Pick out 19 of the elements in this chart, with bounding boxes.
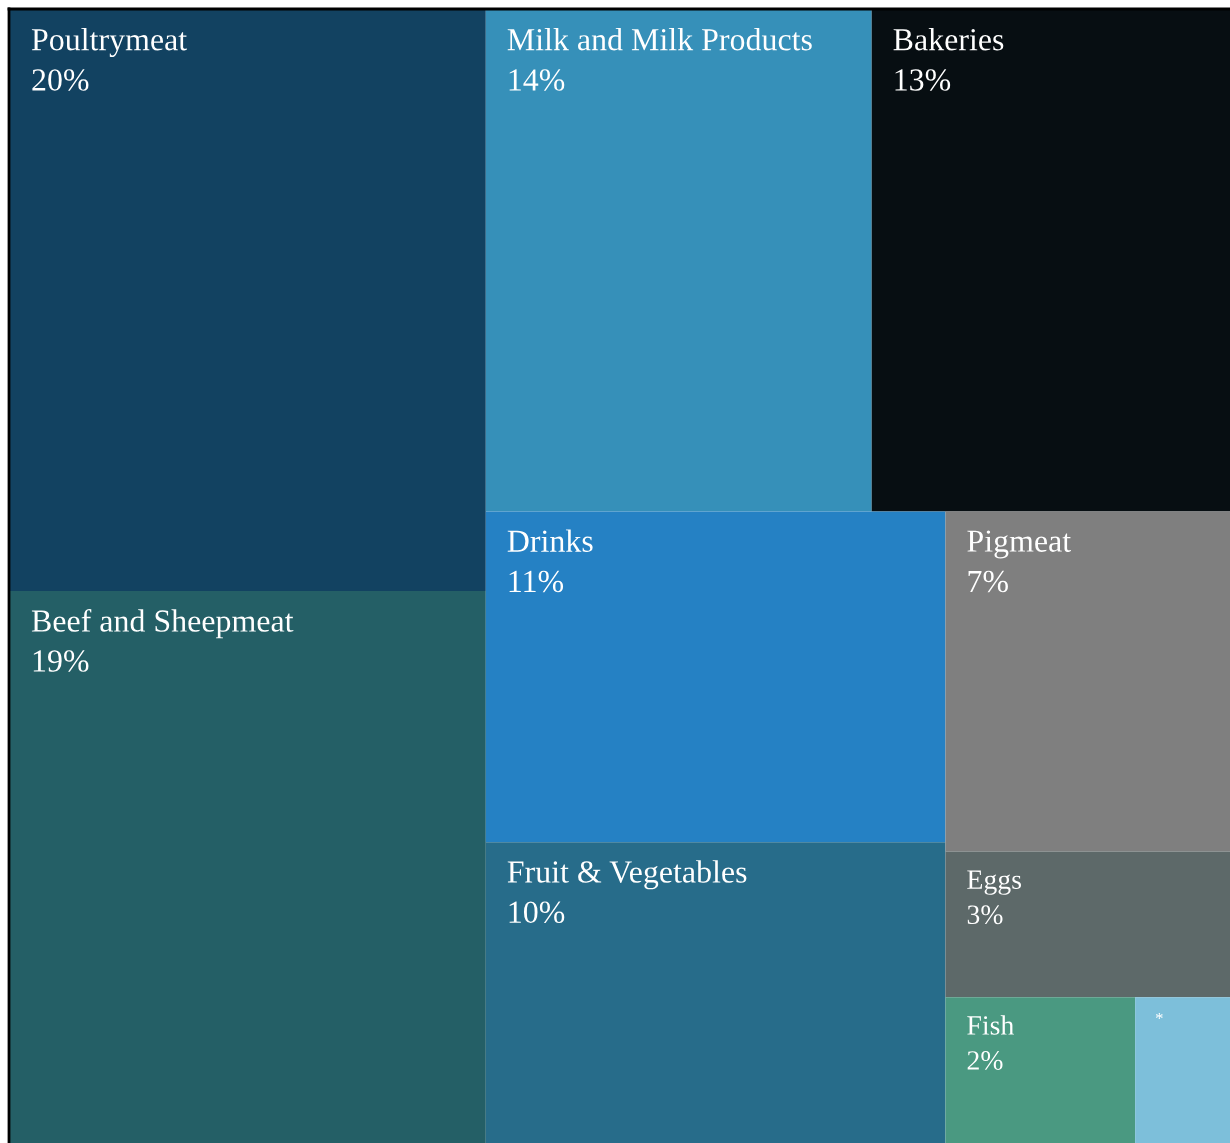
data-label: 13% [895, 69, 951, 91]
data-label: 19% [33, 650, 89, 672]
data-label: 7% [968, 570, 1008, 593]
category-label: Eggs [967, 870, 1021, 895]
data-label: 20% [32, 69, 89, 91]
category-label: Milk and Milk Products [507, 28, 812, 51]
category-label: Fish [967, 1015, 1014, 1035]
data-label: 3% [967, 905, 1003, 925]
category-label: Poultrymeat [31, 28, 187, 58]
data-label: 14% [509, 69, 565, 91]
data-label: 10% [509, 901, 565, 924]
category-label: * [1155, 1012, 1163, 1020]
category-label: Fruit & Vegetables [507, 860, 747, 890]
data-label: 2% [967, 1051, 1003, 1070]
category-label: Drinks [507, 529, 593, 552]
category-label: Pigmeat [967, 530, 1071, 559]
category-label: Beef and Sheepmeat [31, 609, 294, 639]
category-label: Bakeries [893, 28, 1004, 51]
data-label: 11% [509, 570, 564, 593]
